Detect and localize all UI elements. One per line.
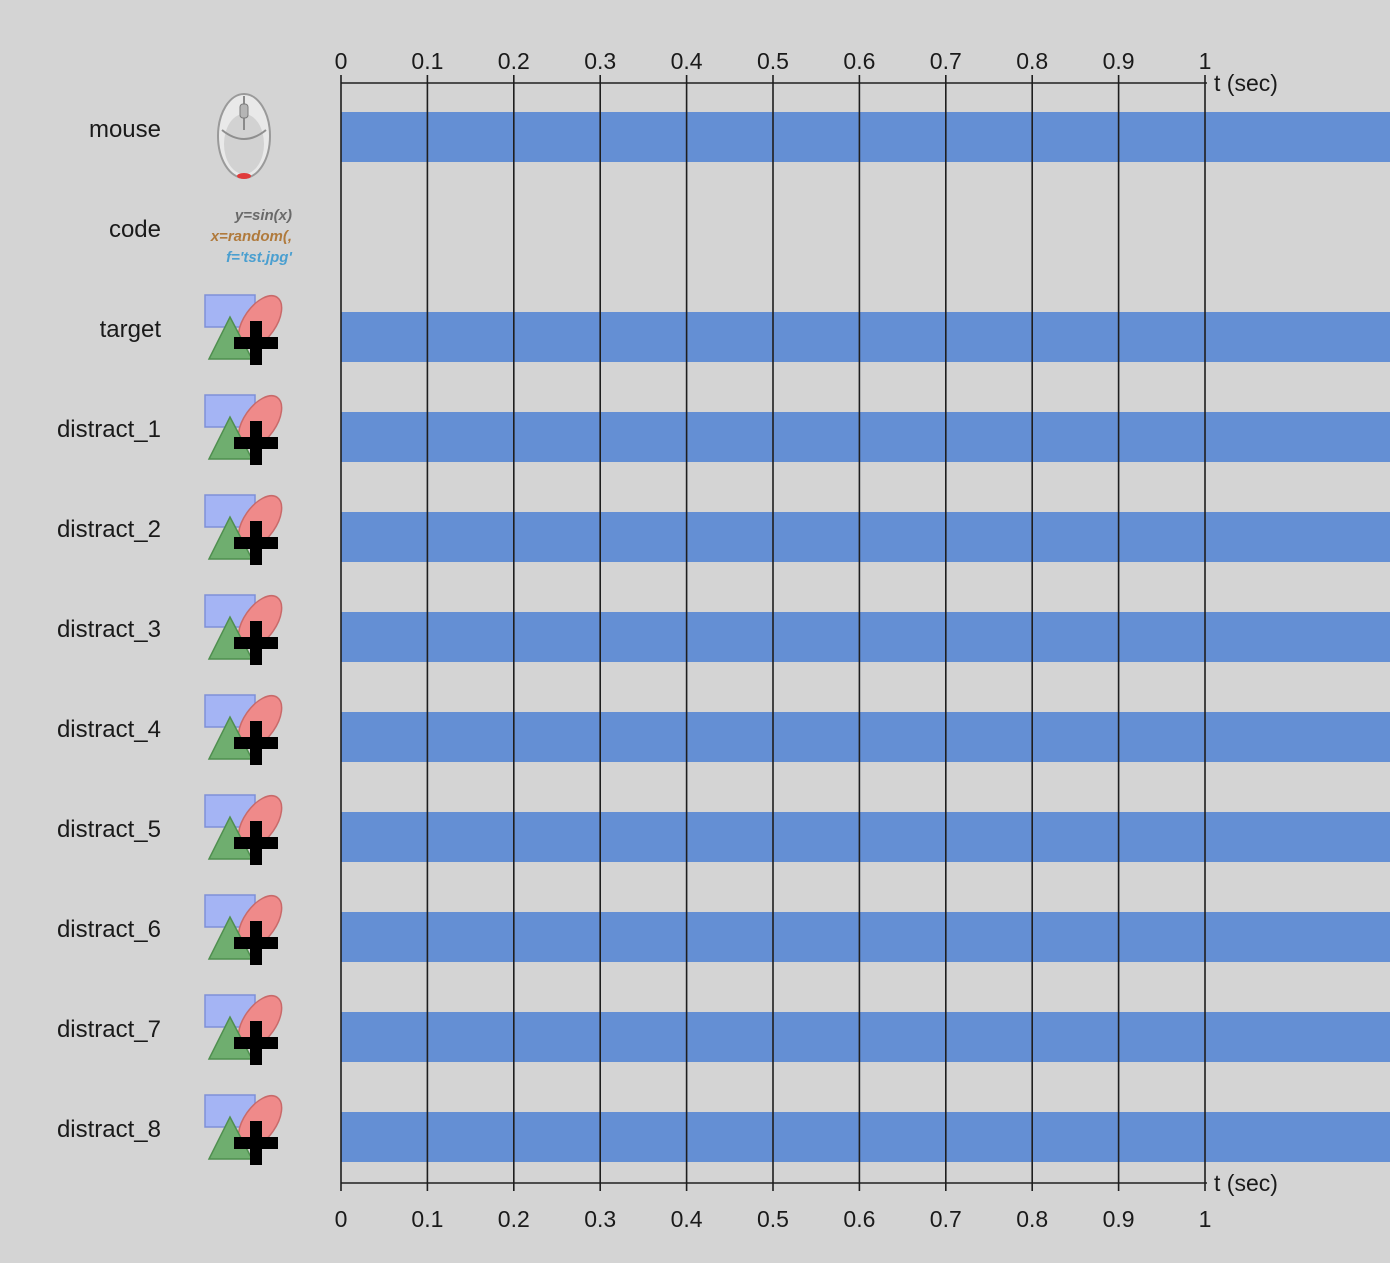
polygon-stim-icon [204, 1094, 283, 1165]
component-name-distract_6[interactable]: distract_6 [57, 916, 161, 943]
component-name-distract_7[interactable]: distract_7 [57, 1016, 161, 1043]
component-bar-distract_5[interactable] [341, 812, 1390, 862]
timeline-grid [340, 75, 1206, 1191]
component-bar-distract_7[interactable] [341, 1012, 1390, 1062]
tick-label: 0.3 [584, 1206, 616, 1232]
time-axis-bottom: 0 0.1 0.2 0.3 0.4 0.5 0.6 0.7 0.8 0.9 1t (sec) [335, 1170, 1278, 1232]
component-bar-distract_1[interactable] [341, 412, 1390, 462]
component-icons: y=sin(x) x=random(, f='tst.jpg' [204, 93, 293, 1165]
component-name-code[interactable]: code [109, 216, 161, 243]
code-icon-line: f='tst.jpg' [226, 249, 292, 266]
code-icon-line: x=random(, [210, 228, 292, 245]
polygon-stim-icon [204, 694, 283, 765]
component-name-distract_5[interactable]: distract_5 [57, 816, 161, 843]
mouse-icon [217, 93, 271, 179]
tick-label: 0 [335, 48, 348, 74]
axis-unit-label-bottom: t (sec) [1214, 1170, 1278, 1196]
component-names: mouse code target distract_1 distract_2distr… [57, 116, 161, 1143]
component-name-distract_4[interactable]: distract_4 [57, 716, 161, 743]
tick-label: 0.6 [843, 1206, 875, 1232]
tick-label: 0.5 [757, 48, 789, 74]
tick-label: 0.6 [843, 48, 875, 74]
code-icon: y=sin(x) x=random(, f='tst.jpg' [210, 207, 293, 266]
tick-label: 0.9 [1103, 1206, 1135, 1232]
component-bar-distract_2[interactable] [341, 512, 1390, 562]
polygon-stim-icon [204, 994, 283, 1065]
polygon-stim-icon [204, 394, 283, 465]
tick-label: 0.4 [671, 1206, 703, 1232]
component-bars [341, 112, 1390, 1162]
polygon-stim-icon [204, 594, 283, 665]
time-axis-top: 0 0.1 0.2 0.3 0.4 0.5 0.6 0.7 0.8 0.9 1t (sec) [335, 48, 1278, 96]
tick-label: 1 [1199, 1206, 1212, 1232]
component-name-distract_8[interactable]: distract_8 [57, 1116, 161, 1143]
axis-unit-label-top: t (sec) [1214, 70, 1278, 96]
component-name-distract_3[interactable]: distract_3 [57, 616, 161, 643]
tick-label: 0.5 [757, 1206, 789, 1232]
polygon-stim-icon [204, 894, 283, 965]
polygon-stim-icon [204, 794, 283, 865]
component-bar-distract_3[interactable] [341, 612, 1390, 662]
component-bar-distract_4[interactable] [341, 712, 1390, 762]
tick-label: 0.7 [930, 48, 962, 74]
tick-label: 0.3 [584, 48, 616, 74]
polygon-stim-icon [204, 494, 283, 565]
tick-label: 0 [335, 1206, 348, 1232]
tick-label: 0.8 [1016, 48, 1048, 74]
tick-label: 1 [1199, 48, 1212, 74]
component-name-distract_1[interactable]: distract_1 [57, 416, 161, 443]
component-bar-mouse[interactable] [341, 112, 1390, 162]
tick-label: 0.2 [498, 1206, 530, 1232]
tick-label: 0.1 [411, 48, 443, 74]
component-name-mouse[interactable]: mouse [89, 116, 161, 143]
polygon-stim-icon [204, 294, 283, 365]
component-bar-distract_6[interactable] [341, 912, 1390, 962]
component-bar-target[interactable] [341, 312, 1390, 362]
code-icon-line: y=sin(x) [234, 207, 292, 224]
component-name-distract_2[interactable]: distract_2 [57, 516, 161, 543]
tick-label: 0.2 [498, 48, 530, 74]
tick-label: 0.1 [411, 1206, 443, 1232]
tick-label: 0.7 [930, 1206, 962, 1232]
component-name-target[interactable]: target [100, 316, 162, 343]
component-bar-distract_8[interactable] [341, 1112, 1390, 1162]
tick-label: 0.8 [1016, 1206, 1048, 1232]
tick-label: 0.9 [1103, 48, 1135, 74]
tick-label: 0.4 [671, 48, 703, 74]
